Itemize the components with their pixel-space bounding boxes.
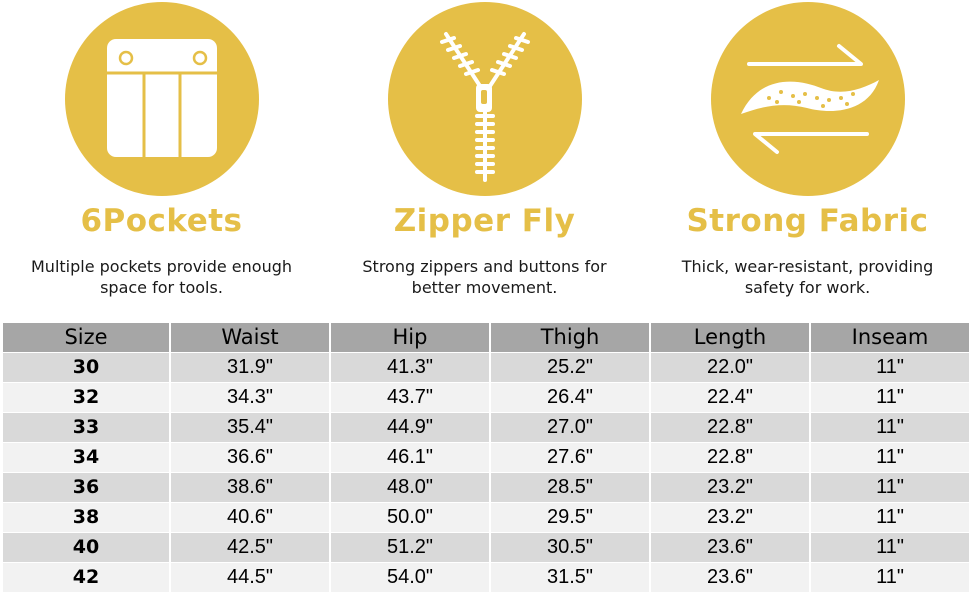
cell-length: 22.4" <box>651 383 809 412</box>
cell-hip: 54.0" <box>331 563 489 592</box>
cell-waist: 44.5" <box>171 563 329 592</box>
feature-desc-line: Strong zippers and buttons for <box>362 257 607 276</box>
column-header-hip: Hip <box>331 323 489 352</box>
cell-waist: 34.3" <box>171 383 329 412</box>
cell-thigh: 31.5" <box>491 563 649 592</box>
column-header-waist: Waist <box>171 323 329 352</box>
cell-inseam: 11" <box>811 353 969 382</box>
cell-thigh: 27.0" <box>491 413 649 442</box>
cell-hip: 46.1" <box>331 443 489 472</box>
cell-size: 32 <box>3 383 169 412</box>
cell-inseam: 11" <box>811 473 969 502</box>
feature-desc-line: space for tools. <box>100 278 223 297</box>
cell-hip: 44.9" <box>331 413 489 442</box>
cell-inseam: 11" <box>811 563 969 592</box>
feature-description: Thick, wear-resistant, providing safety … <box>646 256 969 298</box>
cell-size: 30 <box>3 353 169 382</box>
cell-size: 40 <box>3 533 169 562</box>
table-row: 32 34.3" 43.7" 26.4" 22.4" 11" <box>3 383 969 412</box>
cell-waist: 35.4" <box>171 413 329 442</box>
pocket-icon <box>106 39 217 157</box>
cell-thigh: 27.6" <box>491 443 649 472</box>
column-header-thigh: Thigh <box>491 323 649 352</box>
cell-length: 22.8" <box>651 443 809 472</box>
cell-length: 22.8" <box>651 413 809 442</box>
cell-inseam: 11" <box>811 443 969 472</box>
cell-thigh: 30.5" <box>491 533 649 562</box>
cell-waist: 31.9" <box>171 353 329 382</box>
zipper-icon <box>439 32 530 182</box>
cell-inseam: 11" <box>811 383 969 412</box>
cell-hip: 51.2" <box>331 533 489 562</box>
feature-description: Multiple pockets provide enough space fo… <box>0 256 323 298</box>
cell-hip: 50.0" <box>331 503 489 532</box>
feature-title: Strong Fabric <box>686 203 929 239</box>
cell-hip: 48.0" <box>331 473 489 502</box>
feature-title: Zipper Fly <box>393 203 576 239</box>
cell-inseam: 11" <box>811 533 969 562</box>
cell-hip: 43.7" <box>331 383 489 412</box>
zipper-icon-circle <box>387 2 582 196</box>
cell-thigh: 25.2" <box>491 353 649 382</box>
table-row: 34 36.6" 46.1" 27.6" 22.8" 11" <box>3 443 969 472</box>
table-row: 42 44.5" 54.0" 31.5" 23.6" 11" <box>3 563 969 592</box>
table-header-row: Size Waist Hip Thigh Length Inseam <box>3 323 969 352</box>
cell-thigh: 28.5" <box>491 473 649 502</box>
table-row: 33 35.4" 44.9" 27.0" 22.8" 11" <box>3 413 969 442</box>
cell-thigh: 26.4" <box>491 383 649 412</box>
feature-desc-line: Thick, wear-resistant, providing <box>681 257 934 276</box>
fabric-icon-circle <box>710 2 905 196</box>
cell-length: 22.0" <box>651 353 809 382</box>
table-row: 30 31.9" 41.3" 25.2" 22.0" 11" <box>3 353 969 382</box>
cell-size: 38 <box>3 503 169 532</box>
cell-size: 36 <box>3 473 169 502</box>
cell-waist: 36.6" <box>171 443 329 472</box>
column-header-length: Length <box>651 323 809 352</box>
column-header-inseam: Inseam <box>811 323 969 352</box>
feature-title: 6Pockets <box>80 203 243 239</box>
feature-description: Strong zippers and buttons for better mo… <box>323 256 646 298</box>
cell-size: 34 <box>3 443 169 472</box>
feature-desc-line: safety for work. <box>744 278 871 297</box>
table-row: 36 38.6" 48.0" 28.5" 23.2" 11" <box>3 473 969 502</box>
table-row: 40 42.5" 51.2" 30.5" 23.6" 11" <box>3 533 969 562</box>
cell-length: 23.2" <box>651 503 809 532</box>
feature-desc-line: better movement. <box>411 278 558 297</box>
fabric-icon <box>740 44 879 154</box>
column-header-size: Size <box>3 323 169 352</box>
cell-inseam: 11" <box>811 413 969 442</box>
cell-hip: 41.3" <box>331 353 489 382</box>
cell-waist: 38.6" <box>171 473 329 502</box>
cell-size: 42 <box>3 563 169 592</box>
cell-waist: 40.6" <box>171 503 329 532</box>
size-chart-table: Size Waist Hip Thigh Length Inseam 30 31.… <box>1 322 970 593</box>
cell-length: 23.2" <box>651 473 809 502</box>
feature-desc-line: Multiple pockets provide enough <box>31 257 292 276</box>
cell-length: 23.6" <box>651 563 809 592</box>
cell-length: 23.6" <box>651 533 809 562</box>
cell-thigh: 29.5" <box>491 503 649 532</box>
cell-inseam: 11" <box>811 503 969 532</box>
cell-waist: 42.5" <box>171 533 329 562</box>
table-row: 38 40.6" 50.0" 29.5" 23.2" 11" <box>3 503 969 532</box>
cell-size: 33 <box>3 413 169 442</box>
pocket-icon-circle <box>64 2 259 196</box>
